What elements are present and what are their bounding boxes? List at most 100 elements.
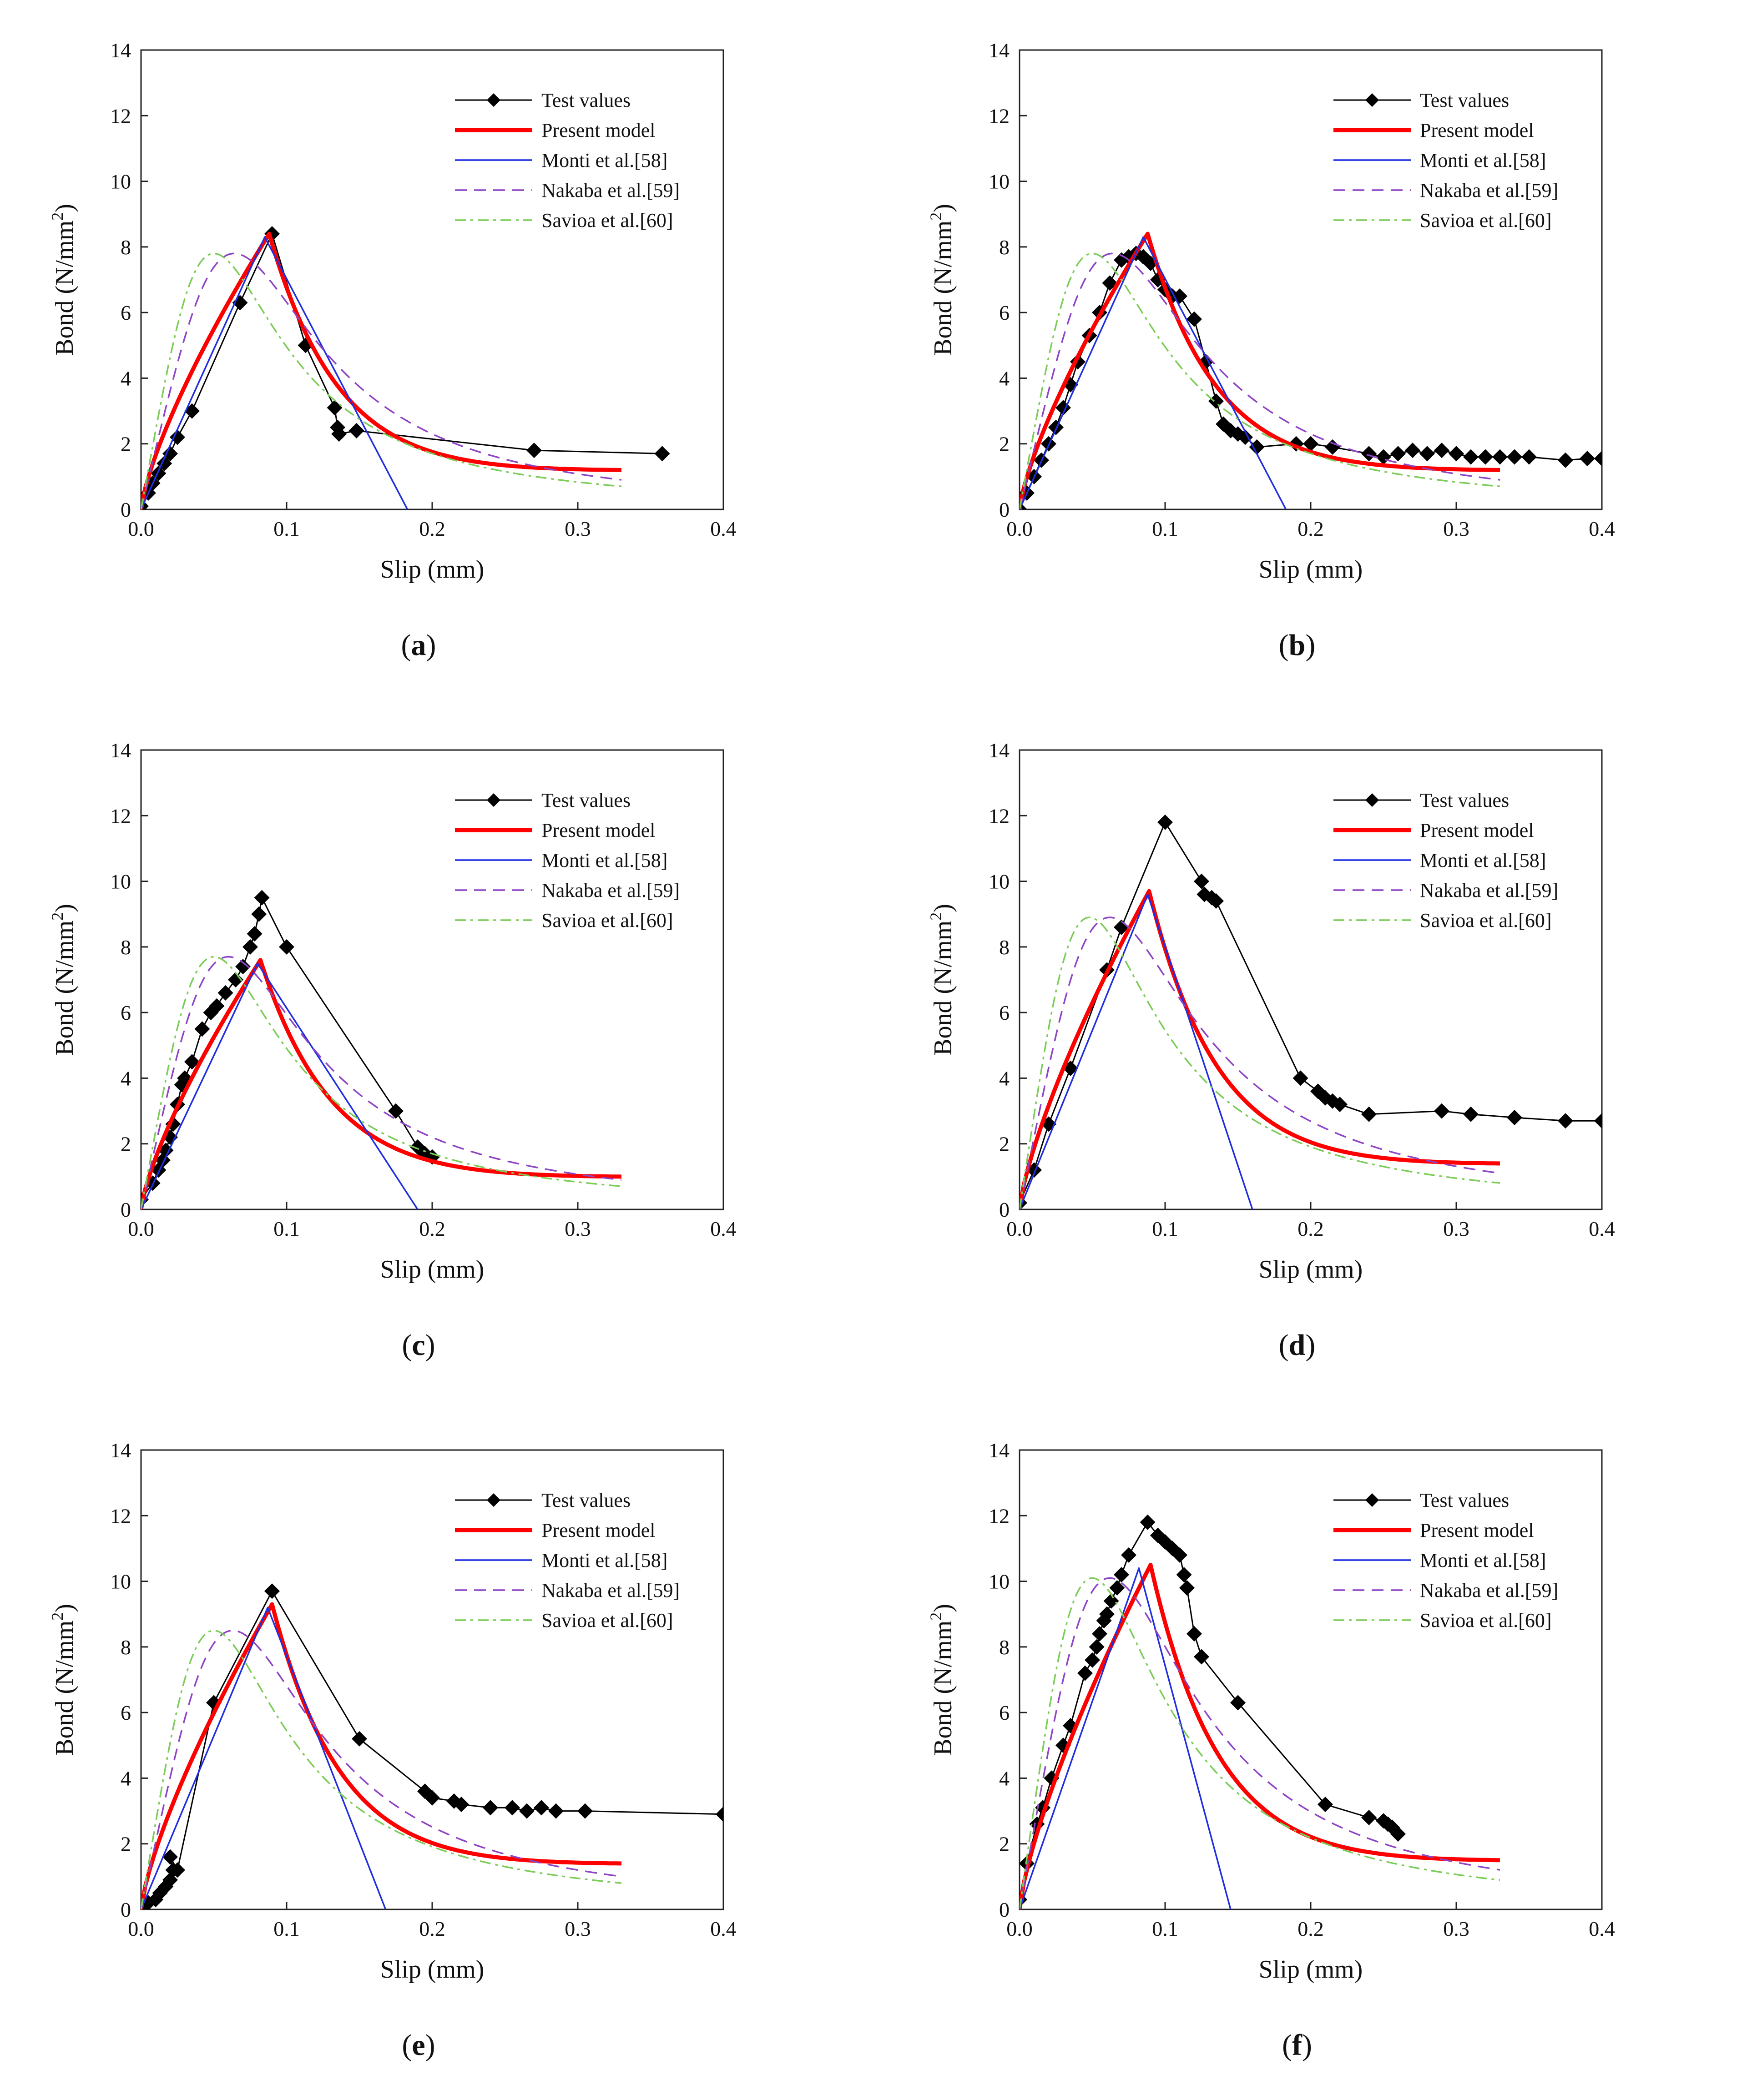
y-tick-label: 2: [121, 1133, 131, 1156]
test-point: [548, 1803, 564, 1819]
panel-caption: (b): [1279, 629, 1316, 662]
legend-label-monti: Monti et al.[58]: [541, 1549, 667, 1571]
test-point: [1390, 446, 1406, 462]
y-tick-label: 4: [999, 1767, 1010, 1790]
test-point: [446, 1793, 462, 1809]
test-point: [1293, 1070, 1308, 1086]
panel-b: 0.0 0.1 0.2 0.3 0.4 0 2 4 6 8 10 12 14 Slip (mm) Bond …: [878, 0, 1757, 700]
y-axis-label: Bond (N/mm2): [48, 204, 79, 356]
test-point: [1077, 1665, 1093, 1681]
y-tick-label: 4: [121, 367, 131, 390]
x-tick-label: 0.4: [710, 517, 737, 540]
y-tick-label: 14: [989, 1439, 1010, 1462]
test-point: [242, 939, 258, 955]
y-tick-label: 8: [999, 936, 1010, 959]
legend: Test values Present model Monti et al.[58]…: [1333, 89, 1558, 232]
legend: Test values Present model Monti et al.[58]…: [455, 89, 680, 232]
test-point: [228, 972, 243, 987]
panel-caption: (e): [402, 2029, 435, 2062]
legend: Test values Present model Monti et al.[58]…: [455, 1489, 680, 1632]
y-tick-label: 10: [989, 1570, 1010, 1593]
legend-marker: [1365, 1493, 1379, 1507]
test-point: [1092, 1626, 1107, 1642]
y-tick-label: 12: [110, 104, 131, 127]
series-line-test: [141, 233, 662, 507]
test-point: [331, 426, 347, 442]
test-point: [534, 1800, 549, 1816]
y-tick-label: 6: [121, 1701, 131, 1724]
legend-label-monti: Monti et al.[58]: [541, 149, 667, 171]
legend-label-savioa: Savioa et al.[60]: [541, 1609, 673, 1632]
y-tick-label: 0: [121, 498, 131, 521]
x-tick-label: 0.3: [565, 1917, 591, 1940]
y-tick-label: 4: [121, 1767, 131, 1790]
test-point: [505, 1800, 520, 1816]
panel-caption: (c): [402, 1329, 435, 1362]
test-point: [1140, 1514, 1156, 1530]
series-line-savioa: [1020, 252, 1500, 509]
y-axis-label: Bond (N/mm2): [48, 904, 79, 1056]
test-point: [352, 1731, 367, 1747]
legend-label-savioa: Savioa et al.[60]: [541, 209, 673, 232]
y-tick-label: 4: [999, 367, 1010, 390]
test-point: [1521, 449, 1537, 465]
test-point: [1249, 439, 1265, 455]
test-point: [1376, 449, 1391, 465]
panel-f: 0.0 0.1 0.2 0.3 0.4 0 2 4 6 8 10 12 14 Slip (mm) Bond …: [878, 1400, 1757, 2100]
legend: Test values Present model Monti et al.[58]…: [1333, 1489, 1558, 1632]
test-point: [1186, 1626, 1202, 1642]
series-line-savioa: [1020, 917, 1500, 1209]
plot-area: [1020, 814, 1602, 1209]
x-tick-label: 0.3: [1443, 1917, 1469, 1940]
test-point: [162, 1849, 178, 1865]
legend-label-nakaba: Nakaba et al.[59]: [1420, 1579, 1558, 1601]
test-point: [424, 1790, 440, 1806]
legend-label-monti: Monti et al.[58]: [1420, 1549, 1546, 1571]
test-point: [1478, 449, 1493, 465]
panel-caption: (f): [1282, 2029, 1312, 2062]
test-point: [162, 1872, 178, 1888]
x-tick-label: 0.1: [273, 1917, 300, 1940]
legend-label-test: Test values: [541, 1489, 631, 1511]
x-tick-label: 0.2: [1298, 517, 1324, 540]
test-point: [1318, 1797, 1333, 1813]
legend: Test values Present model Monti et al.[58]…: [1333, 789, 1558, 932]
series-line-test: [141, 1590, 723, 1907]
series-line-present: [1020, 889, 1500, 1209]
test-point: [1186, 311, 1202, 327]
x-tick-label: 0.4: [1589, 1217, 1615, 1240]
test-point: [1114, 919, 1129, 935]
legend-label-present: Present model: [541, 819, 656, 841]
series-line-monti: [141, 962, 419, 1209]
chart-a: 0.0 0.1 0.2 0.3 0.4 0 2 4 6 8 10 12 14 Slip (mm) Bond …: [48, 39, 737, 662]
legend-marker: [487, 1493, 500, 1507]
x-tick-label: 0.0: [128, 517, 154, 540]
test-point: [1109, 1580, 1125, 1596]
legend-label-test: Test values: [1420, 89, 1509, 111]
legend-label-present: Present model: [1420, 819, 1534, 841]
legend-marker: [487, 793, 500, 807]
y-tick-label: 6: [121, 301, 131, 324]
y-tick-label: 8: [121, 936, 131, 959]
test-point: [1507, 449, 1522, 465]
test-point: [1463, 449, 1479, 465]
x-axis-label: Slip (mm): [380, 1955, 485, 1984]
y-tick-label: 2: [121, 1833, 131, 1856]
test-point: [1558, 1113, 1573, 1129]
test-point: [1405, 443, 1420, 458]
x-tick-label: 0.0: [1006, 1217, 1033, 1240]
series-line-nakaba: [1020, 917, 1500, 1209]
series-line-monti: [1020, 1567, 1232, 1909]
x-tick-label: 0.2: [419, 1217, 445, 1240]
x-tick-label: 0.0: [1006, 517, 1033, 540]
series-line-savioa: [141, 956, 622, 1209]
test-point: [151, 465, 167, 481]
y-tick-label: 6: [999, 1001, 1010, 1024]
legend-marker: [487, 93, 500, 107]
test-point: [1194, 873, 1209, 889]
test-point: [1325, 439, 1340, 455]
test-point: [158, 1143, 174, 1158]
y-tick-label: 2: [121, 433, 131, 456]
test-point: [1114, 1567, 1129, 1583]
panel-a: 0.0 0.1 0.2 0.3 0.4 0 2 4 6 8 10 12 14 Slip (mm) Bond …: [0, 0, 878, 700]
